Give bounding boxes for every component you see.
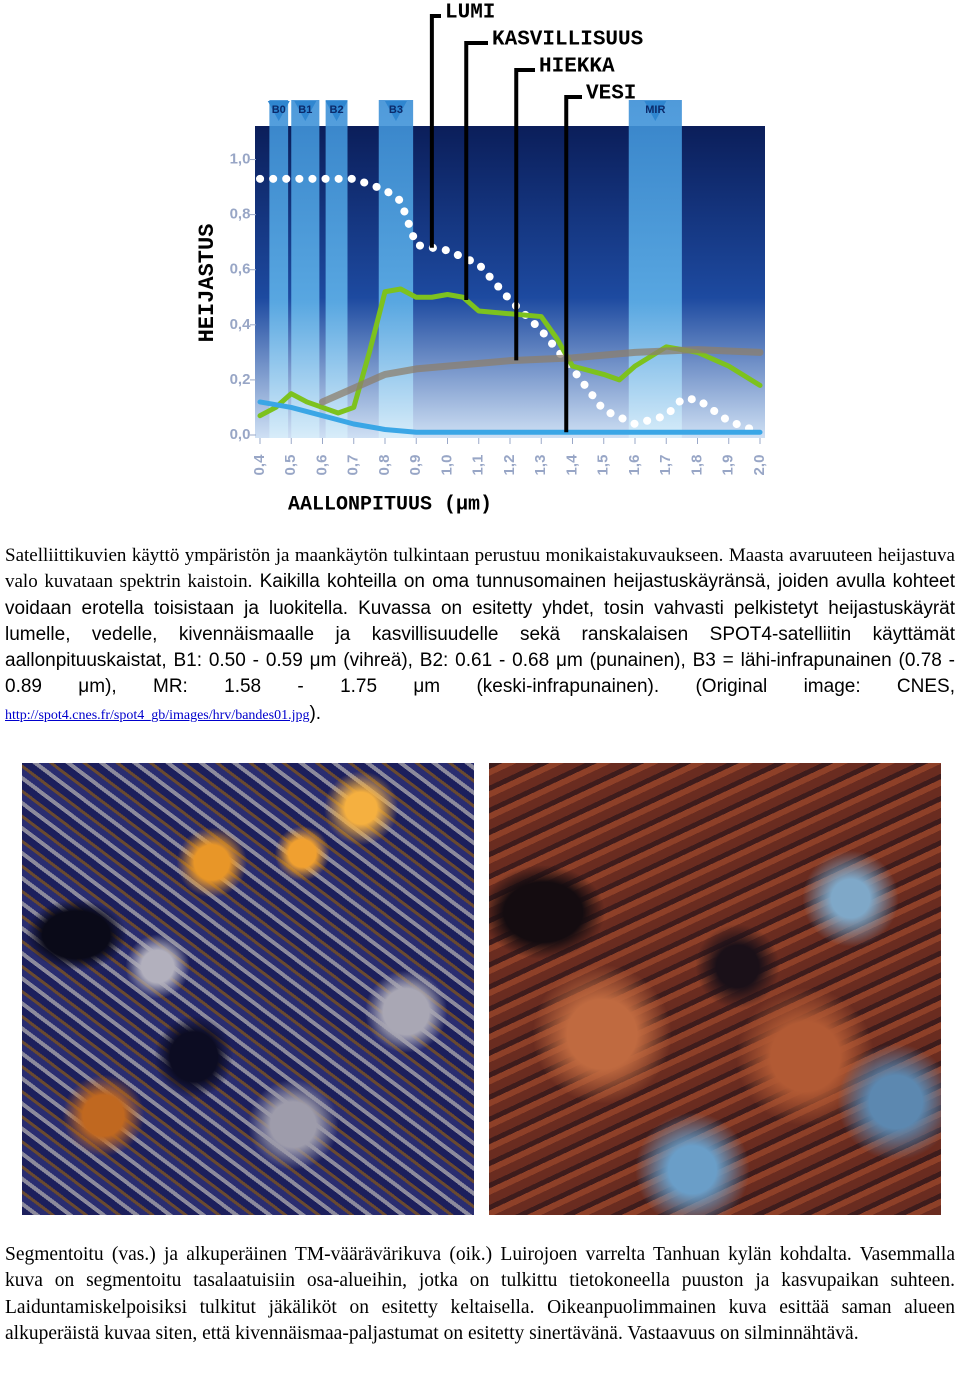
- annotation-pointer: [514, 68, 535, 361]
- x-tick-label: 1,0: [438, 455, 455, 476]
- y-tick-label: 0,4: [230, 316, 252, 333]
- text: Kaikilla kohteilla on oma tunnusomainen …: [5, 571, 956, 619]
- band-marker: [644, 101, 667, 121]
- paragraph: Segmentoitu (vas.) ja alkuperäinen TM-vä…: [5, 1244, 955, 1344]
- y-tick-label: 0,0: [230, 426, 251, 443]
- x-tick-label: 1,8: [688, 455, 705, 476]
- series-line: [319, 346, 764, 406]
- annotation-label: HIEKKA: [539, 56, 615, 79]
- annotation-pointer: [464, 41, 488, 301]
- series-line: [256, 174, 764, 437]
- x-tick-label: 1,6: [626, 455, 643, 476]
- x-tick-label: 1,3: [532, 455, 549, 476]
- x-tick-label: 0,5: [282, 455, 299, 476]
- y-tick-label: 0,2: [230, 371, 251, 388]
- annotation-pointer: [429, 14, 441, 248]
- band: [628, 100, 682, 438]
- x-tick-label: 1,7: [657, 455, 674, 476]
- x-tick-label: 1,9: [720, 455, 737, 476]
- annotation-label: VESI: [586, 83, 636, 106]
- y-axis-label: HEIJASTUS: [195, 224, 220, 343]
- spectral-chart: HEIJASTUS AALLONPITUUS (μm) B0 B1 B2 B3 MIR 0…: [195, 2, 768, 517]
- band: [291, 100, 320, 438]
- x-tick-label: 1,2: [501, 455, 518, 476]
- satellite-image-original: [489, 763, 941, 1215]
- x-tick-label: 0,7: [345, 455, 362, 476]
- band: [325, 100, 348, 438]
- band-marker: [294, 101, 317, 121]
- band-label: MIR: [645, 104, 665, 116]
- y-tick-label: 0,8: [230, 206, 251, 223]
- text: ).: [309, 702, 322, 724]
- band: [378, 100, 414, 438]
- band: [269, 100, 289, 438]
- x-tick-label: 2,0: [751, 455, 768, 476]
- band-label: B3: [389, 104, 403, 116]
- x-tick-label: 0,4: [251, 454, 268, 476]
- band-label: B0: [272, 104, 286, 116]
- x-tick-label: 1,1: [470, 455, 487, 476]
- paragraph: Satelliittikuvien käyttö ympäristön ja m…: [5, 543, 955, 729]
- annotation-label: KASVILLISUUS: [492, 29, 643, 52]
- y-tick-label: 0,6: [230, 261, 251, 278]
- series-line: [257, 399, 763, 435]
- band-marker: [384, 101, 407, 121]
- band-label: B1: [298, 104, 312, 116]
- x-tick-label: 0,6: [313, 455, 330, 476]
- x-tick-label: 1,5: [595, 455, 612, 476]
- band-marker: [267, 101, 290, 121]
- band-marker: [325, 101, 348, 121]
- band-label: B2: [330, 104, 344, 116]
- annotation-pointer: [564, 95, 582, 433]
- link[interactable]: http://spot4.cnes.fr/spot4_gb/images/hrv…: [5, 707, 310, 723]
- annotation-label: LUMI: [445, 2, 495, 25]
- y-tick-label: 1,0: [230, 151, 251, 168]
- x-tick-label: 0,8: [376, 455, 393, 476]
- text: Kuvassa on esitetty yhdet, tosin vahvast…: [5, 597, 956, 698]
- x-axis-label: AALLONPITUUS (μm): [288, 493, 492, 516]
- satellite-image-segmented: [22, 763, 474, 1215]
- series-line: [257, 286, 763, 419]
- x-tick-label: 1,4: [563, 454, 580, 476]
- text: Satelliittikuvien käyttö ympäristön ja m…: [5, 545, 955, 593]
- x-tick-label: 0,9: [407, 455, 424, 476]
